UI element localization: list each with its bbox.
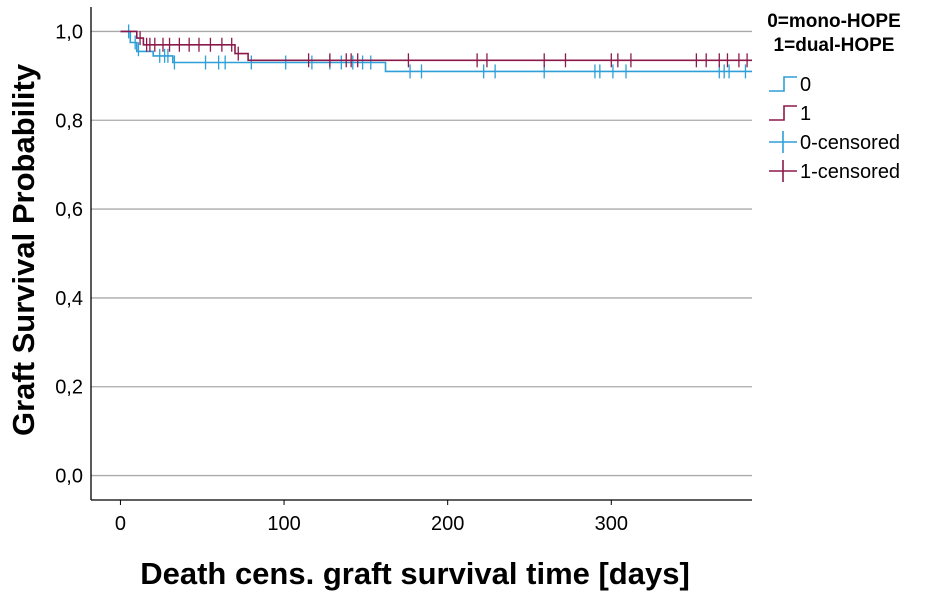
legend-swatch-0 — [769, 76, 797, 92]
ticks: 0,0 0,2 0,4 0,6 0,8 1,0 0 100 200 300 — [55, 21, 628, 535]
legend-label-1-censored: 1-censored — [800, 161, 900, 183]
legend-title-line-1: 0=mono-HOPE — [767, 11, 901, 32]
legend-label-0-censored: 0-censored — [800, 132, 900, 154]
y-tick-label: 0,6 — [55, 199, 83, 221]
legend-swatch-1-censored — [769, 160, 797, 182]
x-tick-label: 200 — [431, 513, 464, 535]
legend-swatch-0-censored — [769, 131, 797, 153]
y-axis-title: Graft Survival Probability — [6, 63, 41, 436]
y-tick-label: 0,0 — [55, 466, 83, 488]
series-0-line — [120, 30, 752, 73]
y-tick-label: 0,4 — [55, 288, 83, 310]
legend-title-line-2: 1=dual-HOPE — [774, 35, 895, 56]
legend-swatch-1 — [769, 105, 797, 121]
x-tick-label: 100 — [267, 513, 300, 535]
legend: 0=mono-HOPE 1=dual-HOPE 0 1 0-censored 1-ce… — [767, 11, 901, 183]
y-tick-label: 0,2 — [55, 377, 83, 399]
legend-label-0: 0 — [800, 74, 811, 96]
y-tick-label: 0,8 — [55, 110, 83, 132]
x-tick-label: 0 — [115, 513, 126, 535]
series-1-line — [120, 30, 752, 62]
legend-entries: 0 1 0-censored 1-censored — [769, 74, 900, 183]
grid — [91, 30, 752, 477]
series — [120, 24, 752, 79]
legend-label-1: 1 — [800, 103, 811, 125]
x-tick-label: 300 — [595, 513, 628, 535]
y-tick-label: 1,0 — [55, 21, 83, 43]
x-axis-title: Death cens. graft survival time [days] — [140, 556, 690, 591]
